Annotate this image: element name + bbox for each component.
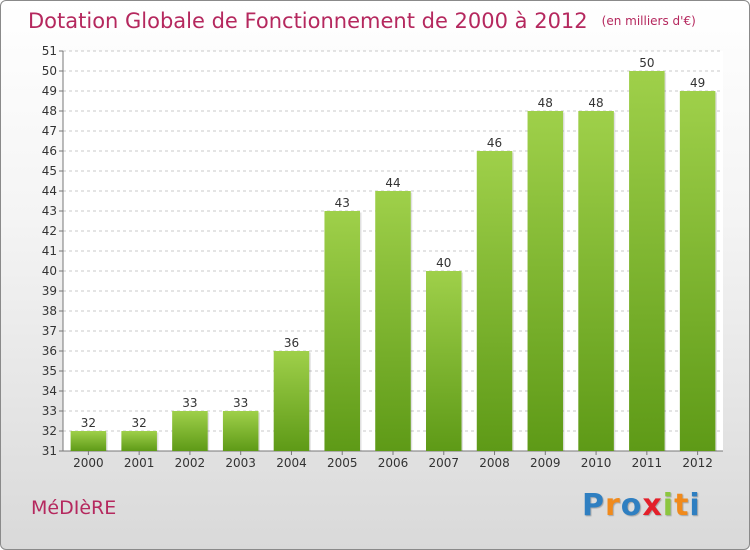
bar bbox=[324, 211, 360, 451]
logo-letter: P bbox=[582, 488, 605, 523]
bar bbox=[172, 411, 208, 451]
bar-value-label: 44 bbox=[385, 176, 400, 190]
y-tick-label: 51 bbox=[42, 44, 57, 58]
bar-value-label: 43 bbox=[335, 196, 350, 210]
bar bbox=[121, 431, 157, 451]
y-tick-label: 48 bbox=[42, 104, 57, 118]
x-axis: 2000 2001 2002 2003 2004 2005 2006 2007 2008 2009… bbox=[73, 451, 713, 470]
bar-value-label: 36 bbox=[284, 336, 299, 350]
y-tick-label: 32 bbox=[42, 424, 57, 438]
x-tick-label: 2007 bbox=[428, 456, 459, 470]
y-tick-label: 33 bbox=[42, 404, 57, 418]
bar bbox=[375, 191, 411, 451]
y-tick-label: 34 bbox=[42, 384, 57, 398]
x-tick-label: 2012 bbox=[682, 456, 713, 470]
bar bbox=[679, 91, 716, 451]
commune-name: MéDIèRE bbox=[31, 497, 117, 519]
bar bbox=[222, 411, 259, 451]
logo-letter: i bbox=[689, 488, 701, 523]
bar-value-label: 49 bbox=[690, 76, 705, 90]
logo-letter: r bbox=[605, 488, 621, 523]
chart-title: Dotation Globale de Fonctionnement de 20… bbox=[28, 9, 696, 33]
chart-subtitle: (en milliers d'€) bbox=[601, 14, 696, 28]
title-text: Dotation Globale de Fonctionnement de 20… bbox=[28, 9, 588, 33]
x-tick-label: 2006 bbox=[378, 456, 409, 470]
y-tick-label: 38 bbox=[42, 304, 57, 318]
bar-value-label: 50 bbox=[639, 56, 654, 70]
bars: 32 32 33 33 36 43 44 40 46 48 48 50 49 bbox=[70, 56, 717, 451]
x-tick-label: 2008 bbox=[479, 456, 510, 470]
x-tick-label: 2010 bbox=[581, 456, 612, 470]
bar bbox=[273, 351, 310, 451]
y-tick-label: 35 bbox=[42, 364, 57, 378]
x-tick-label: 2005 bbox=[327, 456, 358, 470]
x-tick-label: 2000 bbox=[73, 456, 104, 470]
y-tick-label: 31 bbox=[42, 444, 57, 458]
y-tick-label: 37 bbox=[42, 324, 57, 338]
bar-value-label: 32 bbox=[132, 416, 147, 430]
x-tick-label: 2011 bbox=[632, 456, 663, 470]
x-tick-label: 2009 bbox=[530, 456, 561, 470]
bar-value-label: 33 bbox=[182, 396, 197, 410]
y-tick-label: 36 bbox=[42, 344, 57, 358]
y-tick-label: 50 bbox=[42, 64, 57, 78]
y-tick-label: 42 bbox=[42, 224, 57, 238]
bar-value-label: 48 bbox=[538, 96, 553, 110]
y-tick-label: 41 bbox=[42, 244, 57, 258]
x-tick-label: 2001 bbox=[124, 456, 155, 470]
y-tick-label: 39 bbox=[42, 284, 57, 298]
proxiti-logo: Proxiti bbox=[582, 488, 701, 523]
logo-letter: x bbox=[642, 488, 663, 523]
y-tick-label: 45 bbox=[42, 164, 57, 178]
y-tick-label: 46 bbox=[42, 144, 57, 158]
x-tick-label: 2002 bbox=[175, 456, 206, 470]
bar bbox=[476, 151, 513, 451]
bar-chart: 31 32 33 34 35 36 37 38 39 40 41 42 43 44 45 46 47 48 49 50… bbox=[42, 44, 723, 470]
logo-letter: i bbox=[662, 488, 675, 523]
bar-value-label: 33 bbox=[233, 396, 248, 410]
x-tick-label: 2004 bbox=[276, 456, 307, 470]
logo-letter: o bbox=[620, 488, 643, 523]
bar bbox=[578, 111, 614, 451]
bar-value-label: 48 bbox=[588, 96, 603, 110]
y-tick-label: 49 bbox=[42, 84, 57, 98]
y-tick-label: 40 bbox=[42, 264, 57, 278]
bar-value-label: 32 bbox=[81, 416, 96, 430]
bar bbox=[629, 71, 665, 451]
logo-letter: t bbox=[674, 488, 690, 523]
bar bbox=[527, 111, 564, 451]
y-tick-label: 43 bbox=[42, 204, 57, 218]
y-tick-label: 47 bbox=[42, 124, 57, 138]
bar-value-label: 40 bbox=[436, 256, 451, 270]
y-tick-label: 44 bbox=[42, 184, 57, 198]
bar bbox=[426, 271, 462, 451]
bar bbox=[70, 431, 107, 451]
x-tick-label: 2003 bbox=[225, 456, 256, 470]
bar-value-label: 46 bbox=[487, 136, 502, 150]
